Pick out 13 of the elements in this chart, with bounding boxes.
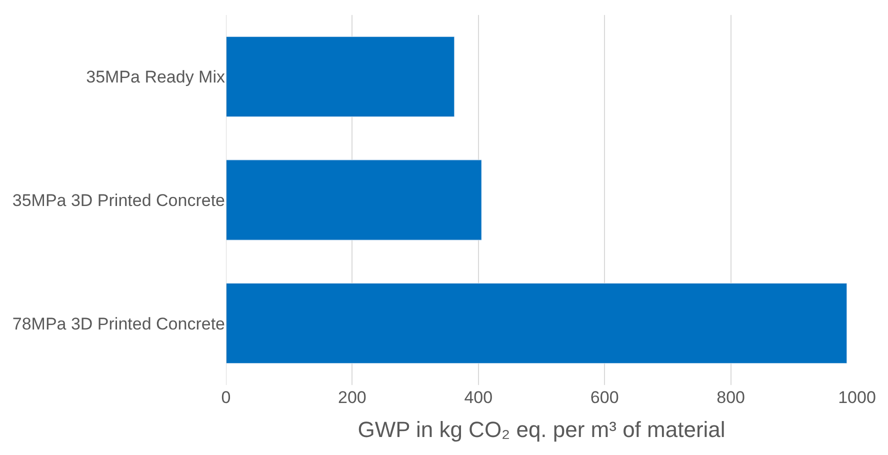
x-tick-label: 600	[590, 388, 619, 407]
y-tick-label: 35MPa Ready Mix	[86, 68, 226, 87]
x-tick-label: 0	[221, 388, 231, 407]
x-tick-label: 400	[464, 388, 493, 407]
bar	[226, 283, 848, 364]
x-tick-label: 200	[338, 388, 366, 407]
x-tick-label: 1000	[838, 388, 876, 407]
x-tick-label: 800	[716, 388, 745, 407]
bar	[226, 160, 482, 240]
y-tick-label: 78MPa 3D Printed Concrete	[12, 314, 225, 334]
bar	[226, 36, 455, 117]
y-tick-label: 35MPa 3D Printed Concrete	[12, 190, 225, 210]
x-axis-title: GWP in kg CO₂ eq. per m³ of material	[358, 416, 726, 442]
